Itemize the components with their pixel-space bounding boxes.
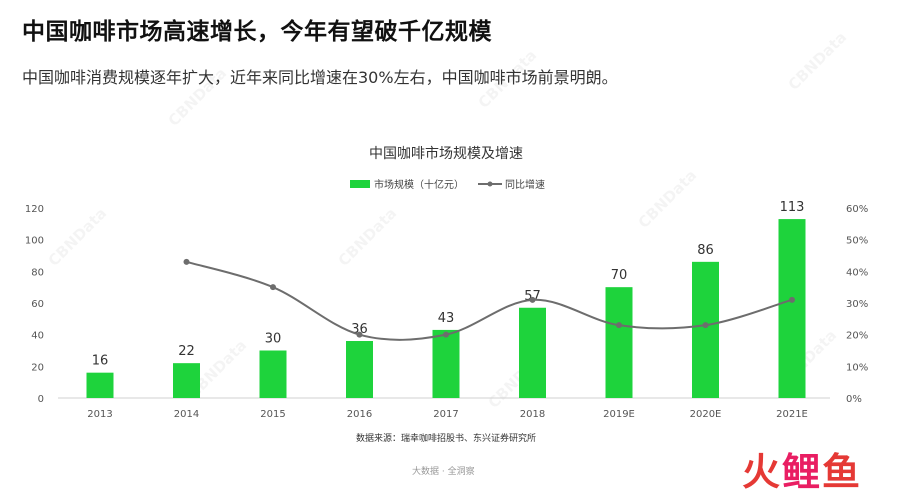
bar-value-label: 16 — [92, 354, 109, 369]
y-right-tick-label: 60% — [846, 204, 868, 215]
legend-label-line: 同比增速 — [505, 178, 545, 191]
brand-logo: 火鲤鱼 — [742, 441, 862, 496]
y-left-tick-label: 100 — [25, 236, 44, 247]
logo-char: 火 — [742, 449, 783, 494]
growth-point — [789, 296, 795, 303]
bar-value-label: 43 — [438, 311, 455, 326]
logo-char: 鲤 — [782, 449, 823, 494]
bar-series — [86, 219, 806, 398]
logo-char: 鱼 — [822, 449, 863, 494]
y-axis-left: 0 20 40 60 80 100 120 — [25, 204, 44, 405]
x-tick-label: 2017 — [433, 409, 458, 420]
legend-swatch-line-marker — [487, 181, 493, 187]
x-tick-label: 2015 — [260, 409, 285, 420]
chart-legend: 市场规模（十亿元） 同比增速 — [350, 178, 545, 191]
bar — [519, 307, 546, 398]
x-tick-label: 2013 — [87, 409, 112, 420]
bar-value-label: 70 — [611, 268, 628, 283]
y-left-tick-label: 120 — [25, 204, 44, 215]
growth-point — [270, 284, 276, 291]
y-left-tick-label: 20 — [31, 362, 44, 373]
y-right-tick-label: 10% — [846, 362, 868, 373]
y-left-tick-label: 0 — [38, 394, 44, 405]
growth-line — [186, 260, 793, 341]
y-right-tick-label: 40% — [846, 267, 868, 278]
growth-point — [616, 322, 622, 329]
chart-title: 中国咖啡市场规模及增速 — [369, 145, 523, 162]
bar — [778, 219, 806, 398]
growth-point — [702, 322, 709, 329]
x-tick-label: 2020E — [690, 409, 722, 420]
x-tick-label: 2016 — [347, 409, 372, 420]
bar — [86, 372, 114, 398]
growth-point — [356, 331, 363, 338]
legend-label-bar: 市场规模（十亿元） — [374, 178, 464, 191]
y-left-tick-label: 80 — [31, 267, 44, 278]
bar — [692, 261, 719, 398]
x-tick-label: 2019E — [603, 409, 635, 420]
y-left-tick-label: 40 — [31, 331, 44, 342]
page-subtitle: 中国咖啡消费规模逐年扩大，近年来同比增速在30%左右，中国咖啡市场前景明朗。 — [22, 68, 618, 87]
bar-value-label: 113 — [780, 200, 805, 215]
y-right-tick-label: 0% — [846, 394, 862, 405]
y-right-tick-label: 20% — [846, 331, 868, 342]
y-axis-right: 0% 10% 20% 30% 40% 50% 60% — [846, 204, 868, 405]
bar-value-label: 86 — [697, 243, 714, 258]
y-left-tick-label: 60 — [31, 299, 44, 310]
x-tick-label: 2018 — [520, 409, 545, 420]
page-title: 中国咖啡市场高速增长，今年有望破千亿规模 — [22, 19, 492, 45]
bar — [173, 363, 200, 398]
y-right-tick-label: 30% — [846, 299, 868, 310]
x-axis: 2013 2014 2015 2016 2017 2018 2019E 2020E 2021E — [87, 409, 808, 420]
growth-point — [529, 296, 536, 303]
footer-brand: 大数据 · 全洞察 — [412, 467, 475, 477]
bar — [259, 350, 287, 398]
growth-line-series — [183, 258, 795, 341]
bar — [432, 329, 460, 398]
bar-value-label: 30 — [265, 332, 282, 347]
y-right-tick-label: 50% — [846, 236, 868, 247]
growth-point — [183, 258, 190, 265]
growth-point — [443, 331, 449, 338]
source-note: 数据来源：瑞幸咖啡招股书、东兴证券研究所 — [356, 432, 536, 444]
bar-value-label: 22 — [178, 344, 195, 359]
x-tick-label: 2014 — [174, 409, 199, 420]
legend-swatch-bar — [350, 180, 370, 188]
bar — [605, 287, 633, 398]
x-tick-label: 2021E — [776, 409, 808, 420]
bar — [346, 341, 373, 398]
